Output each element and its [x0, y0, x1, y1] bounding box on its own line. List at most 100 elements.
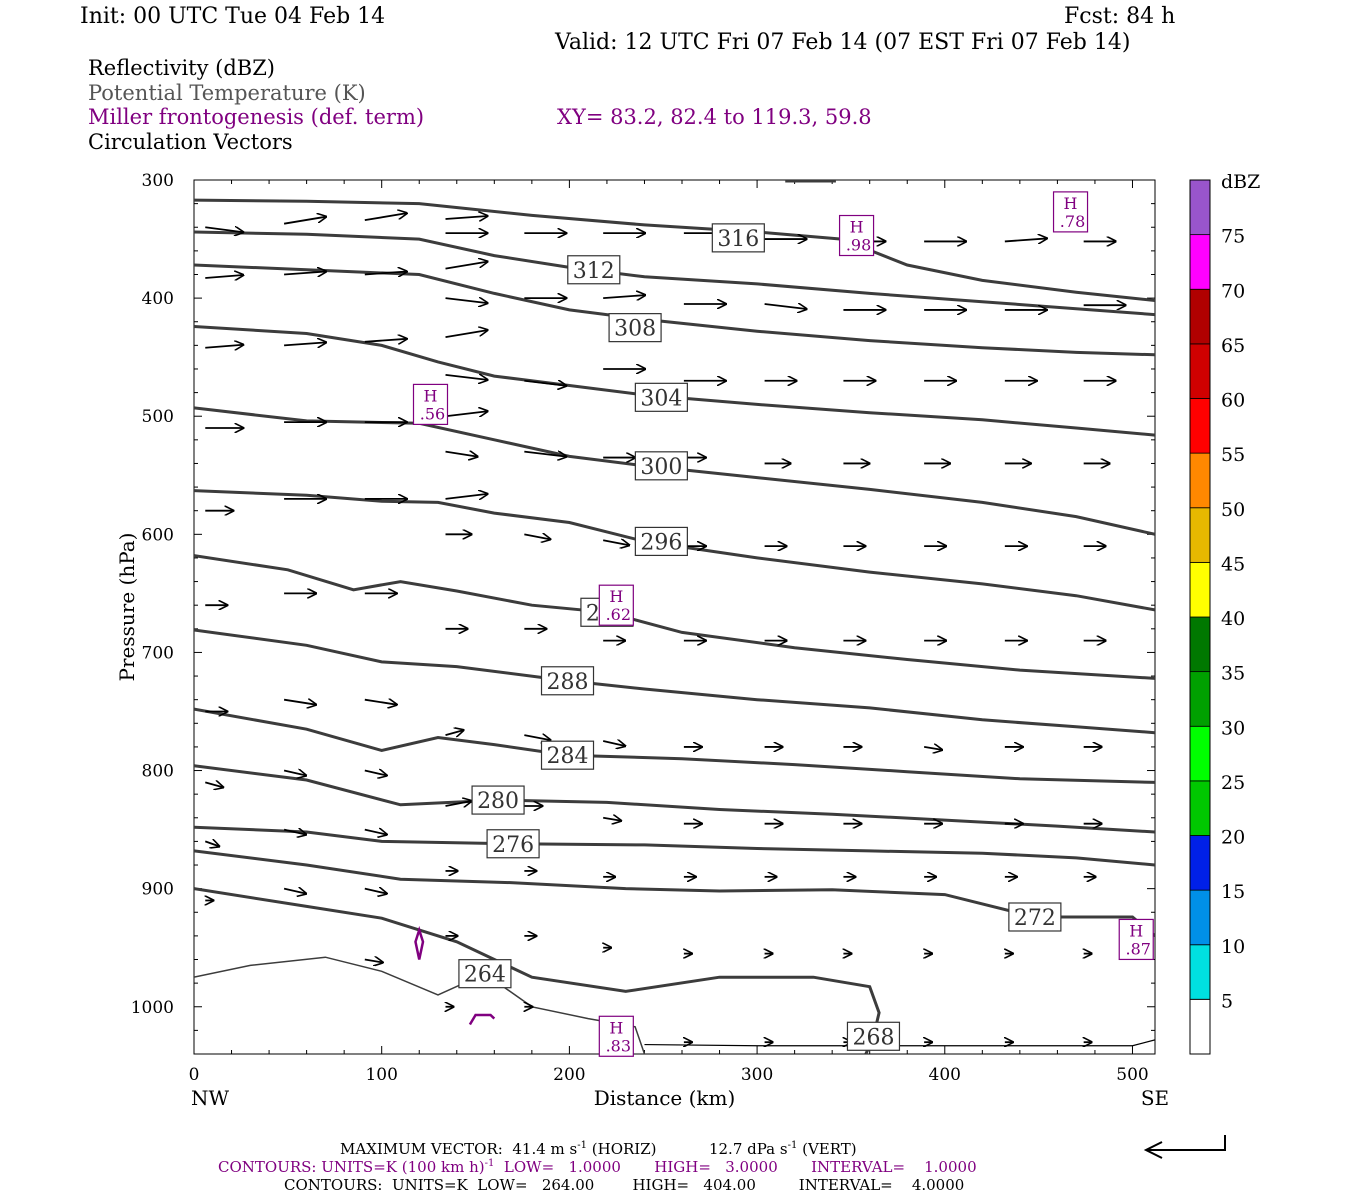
x-tick-label-5: 500	[1116, 1065, 1148, 1085]
fronto-max-box-3	[598, 584, 634, 626]
colorbar-label-55: 55	[1221, 444, 1245, 466]
fronto-max-label-2: H	[424, 386, 438, 405]
max-vector-vert-unit: -1	[787, 1140, 798, 1151]
surface-line	[644, 1039, 1155, 1047]
y-tick-label-1: 400	[142, 289, 174, 309]
x-axis-title: Distance (km)	[594, 1086, 736, 1110]
x-tick-label-1: 100	[365, 1065, 397, 1085]
theta-contour-292	[194, 554, 1155, 680]
theta-contour-280	[194, 764, 1155, 834]
max-vector: MAXIMUM VECTOR: 41.4 m s-1 (HORIZ) 12.7 …	[340, 1140, 857, 1158]
fronto-max-label-5: H	[609, 1018, 623, 1037]
theta-label-312: 312	[573, 259, 615, 284]
theta-label-box-304	[634, 382, 688, 412]
y-axis-title: Pressure (hPa)	[115, 533, 139, 682]
theta-label-box-288	[540, 666, 595, 696]
colorbar-label-70: 70	[1221, 280, 1245, 302]
theta-label-box-284	[540, 740, 595, 770]
theta-label-272: 272	[1014, 906, 1056, 931]
valid-time: Valid: 12 UTC Fri 07 Feb 14 (07 EST Fri …	[555, 30, 1131, 55]
max-vector-vert-tag: (VERT)	[802, 1140, 857, 1158]
circulation-vector	[283, 889, 306, 894]
max-vector-horiz-unit: -1	[577, 1140, 587, 1151]
theta-label-276: 276	[492, 833, 534, 858]
theta-label-box-312	[567, 255, 621, 285]
circulation-vector	[445, 452, 478, 457]
fronto-max-value-0: .98	[846, 236, 871, 255]
colorbar-label-5: 5	[1221, 990, 1233, 1012]
fronto-max-value-4: .87	[1126, 939, 1151, 958]
colorbar-label-30: 30	[1221, 717, 1245, 739]
theta-contour-304	[194, 325, 1155, 437]
circulation-vector	[603, 540, 629, 545]
fronto-max-value-2: .56	[420, 404, 445, 423]
colorbar-segment-20	[1189, 780, 1211, 836]
fronto-max-label-0: H	[850, 218, 864, 237]
fronto-max-value-1: .78	[1060, 212, 1085, 231]
colorbar-label-65: 65	[1221, 335, 1245, 357]
circulation-vector	[364, 830, 387, 835]
colorbar-label-15: 15	[1221, 881, 1245, 903]
circulation-vector	[445, 375, 488, 380]
theta-label-316: 316	[717, 227, 759, 252]
colorbar-label-10: 10	[1221, 936, 1245, 958]
theta-contour-288	[194, 628, 1155, 735]
y-tick-label-5: 800	[142, 762, 174, 782]
theta-label-box-308	[608, 313, 662, 343]
circulation-vector	[204, 841, 219, 846]
theta-label-296: 296	[640, 530, 682, 555]
y-tick-label-3: 600	[142, 525, 174, 545]
circulation-vector	[445, 298, 488, 303]
y-tick-label-7: 1000	[131, 998, 174, 1018]
theta-label-268: 268	[852, 1025, 894, 1050]
x-tick-label-3: 300	[741, 1065, 773, 1085]
circulation-vector	[445, 216, 488, 219]
circulation-vector	[205, 275, 243, 278]
theta-contour-284	[194, 707, 1155, 784]
circulation-vector	[364, 213, 407, 222]
theta-contour-316	[194, 198, 1155, 302]
circulation-vector	[283, 217, 326, 225]
circulation-vector	[283, 700, 316, 705]
fronto-contour-surface	[468, 1013, 496, 1026]
circulation-vector	[205, 227, 243, 232]
x-tick-label-0: 0	[189, 1065, 200, 1085]
fronto-contour-small	[414, 925, 425, 960]
contours-theta-info: CONTOURS: UNITS=K LOW= 264.00 HIGH= 404.…	[284, 1176, 965, 1194]
fronto-max-box-5	[598, 1015, 634, 1057]
colorbar-segment-45	[1189, 507, 1211, 563]
circulation-vector	[283, 771, 306, 776]
fronto-max-label-4: H	[1129, 921, 1143, 940]
reference-vector	[1148, 1135, 1226, 1151]
circulation-vector	[284, 342, 326, 345]
plot-frame	[193, 179, 1156, 1055]
contours-fronto-info: CONTOURS: UNITS=K (100 km h)-1 LOW= 1.00…	[218, 1158, 977, 1176]
theta-contour-296	[194, 489, 1155, 612]
theta-label-box-280	[471, 785, 525, 815]
colorbar-label-20: 20	[1221, 827, 1245, 849]
circulation-vector	[524, 534, 550, 539]
init-time: Init: 00 UTC Tue 04 Feb 14	[80, 4, 386, 29]
circulation-vector	[524, 381, 566, 386]
legend-reflectivity: Reflectivity (dBZ)	[88, 56, 276, 80]
theta-label-box-272	[1008, 902, 1062, 932]
theta-label-264: 264	[464, 963, 506, 988]
theta-label-box-268	[846, 1021, 901, 1051]
circulation-vector	[524, 452, 566, 457]
circulation-vector	[205, 782, 223, 787]
circulation-vector	[364, 700, 397, 705]
colorbar-label-25: 25	[1221, 772, 1245, 794]
colorbar-bottom-segment	[1189, 998, 1211, 1055]
colorbar-label-40: 40	[1221, 608, 1245, 630]
max-vector-horiz: 41.4 m s	[512, 1140, 578, 1158]
fronto-max-label-3: H	[609, 587, 623, 606]
theta-label-box-316	[711, 223, 765, 253]
theta-contour-268	[194, 887, 881, 1054]
circulation-vector	[364, 889, 387, 894]
fronto-max-box-4	[1118, 918, 1154, 961]
circulation-vector	[603, 295, 645, 298]
x-tick-label-2: 200	[553, 1065, 585, 1085]
theta-label-304: 304	[640, 386, 682, 411]
theta-contour-272	[194, 849, 1155, 938]
